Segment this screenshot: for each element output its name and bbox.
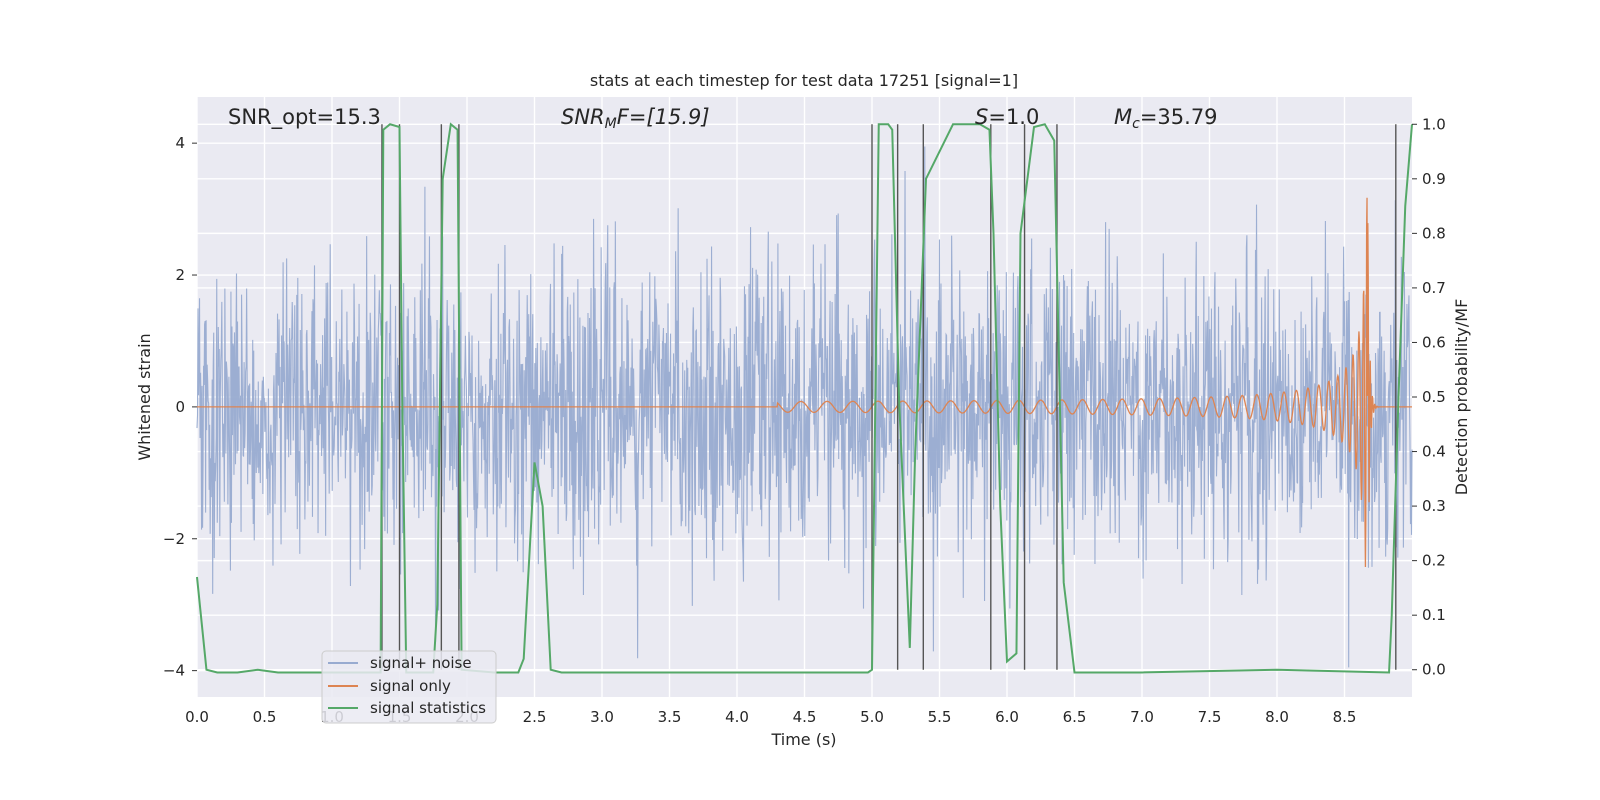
- legend-label-noise: signal+ noise: [370, 654, 472, 672]
- axes: 0.00.51.01.52.02.53.03.54.04.55.05.56.06…: [163, 115, 1446, 726]
- x-tick-label: 8.5: [1333, 708, 1357, 726]
- y-axis-label-left: Whitened strain: [135, 333, 154, 460]
- x-tick-label: 7.0: [1130, 708, 1154, 726]
- x-tick-label: 3.0: [590, 708, 614, 726]
- y-right-tick-label: 0.3: [1422, 497, 1446, 515]
- x-tick-label: 3.5: [658, 708, 682, 726]
- y-right-tick-label: 0.9: [1422, 170, 1446, 188]
- y-left-tick-label: 4: [175, 134, 185, 152]
- annotation-snr-mf: SNRMF=[15.9]: [561, 105, 710, 132]
- x-tick-label: 0.0: [185, 708, 209, 726]
- y-left-tick-label: 0: [175, 398, 185, 416]
- x-tick-label: 5.5: [928, 708, 952, 726]
- y-right-tick-label: 0.7: [1422, 279, 1446, 297]
- x-tick-label: 0.5: [253, 708, 277, 726]
- y-right-tick-label: 0.1: [1422, 606, 1446, 624]
- legend-box: [321, 650, 497, 724]
- y-right-tick-label: 0.8: [1422, 224, 1446, 242]
- y-right-tick-label: 0.2: [1422, 552, 1446, 570]
- chart-title: stats at each timestep for test data 172…: [590, 71, 1018, 90]
- annotation-mc: Mc=35.79: [1114, 105, 1218, 132]
- y-left-tick-label: −4: [163, 662, 185, 680]
- legend: signal+ noise signal only signal statist…: [321, 650, 497, 724]
- y-right-tick-label: 0.4: [1422, 443, 1446, 461]
- x-tick-label: 6.0: [995, 708, 1019, 726]
- x-tick-label: 4.5: [793, 708, 817, 726]
- legend-label-statistics: signal statistics: [370, 699, 486, 717]
- y-right-tick-label: 1.0: [1422, 115, 1446, 133]
- legend-label-signal: signal only: [370, 677, 451, 695]
- y-right-tick-label: 0.0: [1422, 661, 1446, 679]
- x-tick-label: 2.5: [523, 708, 547, 726]
- y-left-tick-label: −2: [163, 530, 185, 548]
- annotation-s: S=1.0: [975, 105, 1039, 129]
- y-right-tick-label: 0.6: [1422, 333, 1446, 351]
- x-tick-label: 5.0: [860, 708, 884, 726]
- x-tick-label: 6.5: [1063, 708, 1087, 726]
- x-tick-label: 8.0: [1265, 708, 1289, 726]
- y-right-tick-label: 0.5: [1422, 388, 1446, 406]
- x-tick-label: 7.5: [1198, 708, 1222, 726]
- statistics-line: [196, 122, 1413, 674]
- x-axis-label: Time (s): [770, 730, 836, 749]
- y-left-tick-label: 2: [175, 266, 185, 284]
- annotation-snr-opt: SNR_opt=15.3: [228, 105, 381, 130]
- x-tick-label: 4.0: [725, 708, 749, 726]
- series-signal-statistics: [196, 122, 1413, 674]
- y-axis-label-right: Detection probability/MF: [1452, 299, 1471, 496]
